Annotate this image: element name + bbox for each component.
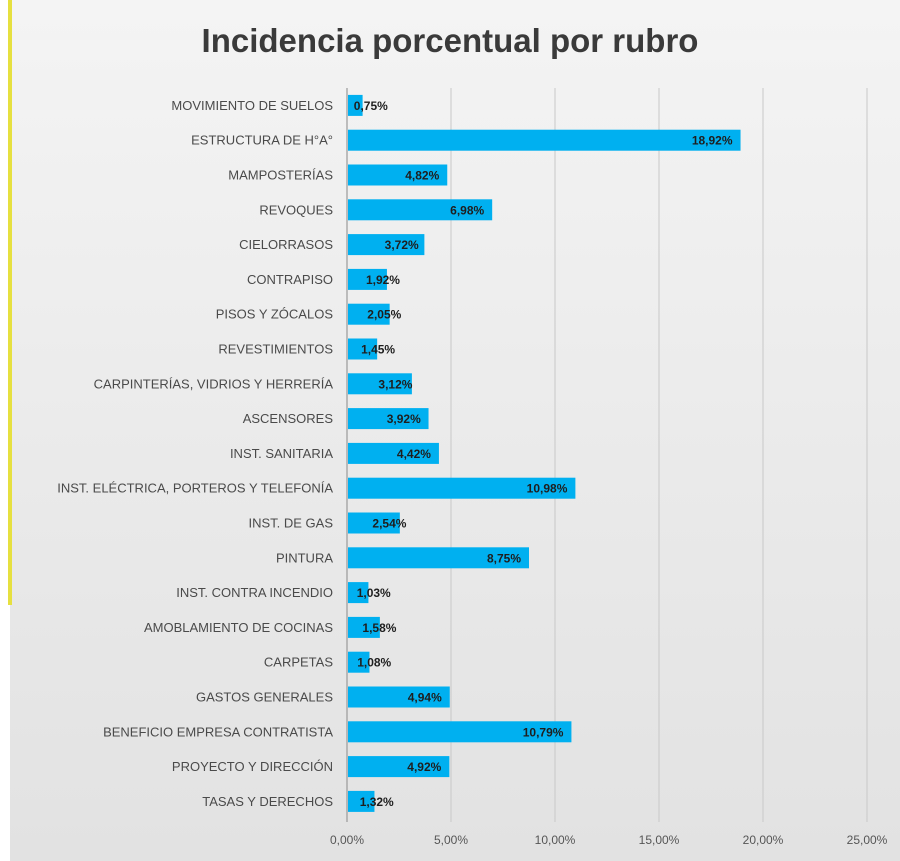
data-label: 6,98% — [450, 203, 484, 217]
category-label: AMOBLAMIENTO DE COCINAS — [144, 620, 333, 635]
data-label: 0,75% — [354, 99, 388, 113]
bar — [348, 268, 387, 290]
category-label: REVOQUES — [259, 202, 333, 217]
left-accent-line — [8, 0, 12, 605]
bar — [348, 94, 363, 116]
data-label: 2,05% — [367, 308, 401, 322]
data-label: 3,12% — [378, 377, 412, 391]
category-label: PINTURA — [276, 550, 333, 565]
bars — [348, 94, 741, 812]
bar — [348, 477, 576, 499]
bar — [348, 303, 390, 325]
bar — [348, 129, 741, 151]
labels: 0,00% 5,00% 10,00% 15,00% 20,00% 25,00% MOVIMI… — [57, 98, 887, 847]
category-label: BENEFICIO EMPRESA CONTRATISTA — [103, 724, 333, 739]
data-label: 10,79% — [523, 725, 564, 739]
category-label: PISOS Y ZÓCALOS — [216, 307, 334, 322]
bar — [348, 373, 412, 395]
bar — [348, 790, 375, 812]
category-label: CARPETAS — [264, 655, 333, 670]
bar — [348, 199, 493, 221]
data-label: 4,42% — [397, 447, 431, 461]
bar — [348, 442, 439, 464]
gridlines — [450, 88, 868, 822]
chart-title: Incidencia porcentual por rubro — [201, 22, 699, 59]
category-label: REVESTIMIENTOS — [218, 342, 333, 357]
data-label: 1,58% — [362, 621, 396, 635]
bar — [348, 582, 369, 604]
bar — [348, 512, 400, 534]
data-label: 3,92% — [387, 412, 421, 426]
x-tick-label: 15,00% — [639, 833, 680, 847]
category-label: PROYECTO Y DIRECCIÓN — [172, 759, 333, 774]
bar — [348, 756, 450, 778]
data-label: 1,92% — [366, 273, 400, 287]
x-tick-label: 5,00% — [434, 833, 468, 847]
category-label: CONTRAPISO — [247, 272, 333, 287]
x-tick-label: 25,00% — [847, 833, 888, 847]
bar — [348, 338, 378, 360]
category-label: INST. ELÉCTRICA, PORTEROS Y TELEFONÍA — [57, 481, 333, 496]
bar — [348, 408, 429, 430]
bar — [348, 234, 425, 256]
data-label: 4,92% — [407, 760, 441, 774]
bar — [348, 616, 380, 638]
bar — [348, 721, 572, 743]
x-tick-label: 0,00% — [330, 833, 364, 847]
data-label: 1,03% — [357, 586, 391, 600]
data-label: 1,08% — [357, 656, 391, 670]
x-tick-label: 10,00% — [535, 833, 576, 847]
data-label: 1,32% — [360, 795, 394, 809]
data-label: 2,54% — [372, 517, 406, 531]
category-label: GASTOS GENERALES — [196, 690, 333, 705]
category-label: INST. DE GAS — [248, 516, 333, 531]
category-label: ASCENSORES — [243, 411, 334, 426]
data-label: 8,75% — [487, 551, 521, 565]
x-tick-label: 20,00% — [743, 833, 784, 847]
data-label: 18,92% — [692, 134, 733, 148]
bar — [348, 547, 529, 569]
bar — [348, 651, 370, 673]
category-label: MOVIMIENTO DE SUELOS — [171, 98, 333, 113]
category-label: ESTRUCTURA DE H°A° — [191, 133, 333, 148]
category-label: CARPINTERÍAS, VIDRIOS Y HERRERÍA — [94, 376, 334, 391]
bar — [348, 164, 448, 186]
category-label: CIELORRASOS — [239, 237, 333, 252]
category-label: INST. CONTRA INCENDIO — [176, 585, 333, 600]
data-label: 4,94% — [408, 691, 442, 705]
data-label: 4,82% — [405, 169, 439, 183]
category-label: MAMPOSTERÍAS — [228, 168, 333, 183]
category-label: TASAS Y DERECHOS — [202, 794, 333, 809]
data-label: 3,72% — [385, 238, 419, 252]
data-label: 10,98% — [527, 482, 568, 496]
data-label: 1,45% — [361, 343, 395, 357]
bar — [348, 686, 450, 708]
category-label: INST. SANITARIA — [230, 446, 333, 461]
